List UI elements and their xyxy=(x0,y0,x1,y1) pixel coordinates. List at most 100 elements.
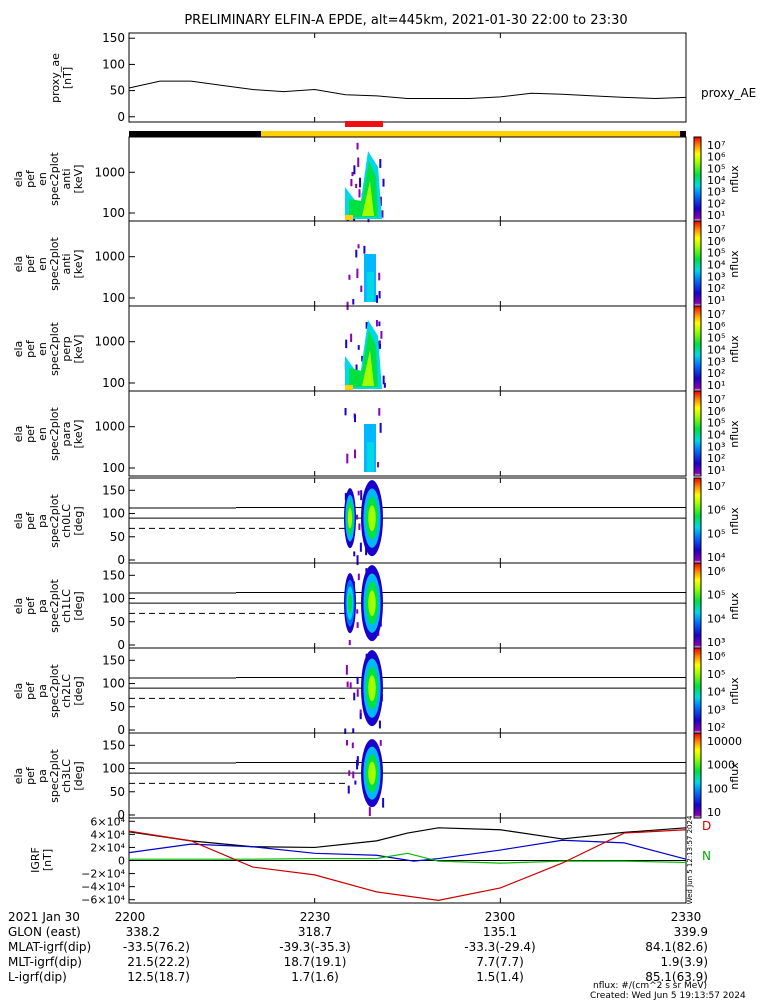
panel-pa1-ytick-label-1: 100 xyxy=(102,592,125,606)
panel-pa0-ytick-label-0: 150 xyxy=(102,483,125,497)
panel-en_perp-ylabel-line-3: spec2plot xyxy=(48,322,61,376)
panel-en_para-speckle-6 xyxy=(379,422,382,433)
panel-pa0-cbar-tick-3: 10⁴ xyxy=(707,551,726,564)
panel-en_omni-colorbar xyxy=(693,220,702,307)
panel-en_omni-ylabel-line-1: pef xyxy=(24,254,37,273)
ae-ytick-label-2: 50 xyxy=(110,84,125,98)
igrf-series-D xyxy=(128,827,687,849)
panel-en_perp-speckle-8 xyxy=(378,321,381,327)
panel-pa1-ytick-label-0: 150 xyxy=(102,568,125,582)
panel-pa1-ylabel-line-0: ela xyxy=(12,598,25,615)
panel-pa0-cbar-tick-0: 10⁷ xyxy=(707,480,725,493)
panel-pa0-cbar-label: nflux xyxy=(728,507,741,535)
panel-en_anti-speckle-9 xyxy=(356,142,359,150)
panel-pa0-ylabel-line-0: ela xyxy=(12,513,25,530)
panel-en_para-speckle-8 xyxy=(346,453,349,464)
panel-pa1-speckle-11 xyxy=(356,622,359,628)
panel-pa2-speckle-4 xyxy=(378,720,381,729)
panel-en_anti-speckle-3 xyxy=(358,189,361,198)
panel-en_perp-burst-peak xyxy=(345,385,353,390)
panel-en_anti-ylabel: ela pef en spec2plot anti [keV] xyxy=(12,152,85,206)
panel-pa2-speckle-15 xyxy=(344,728,347,734)
ae-series-name: proxy_AE xyxy=(701,86,756,100)
igrf-legend-N: N xyxy=(702,849,711,863)
panel-pa2-speckle-0 xyxy=(346,681,349,688)
igrf-ytick-label-2: 2×10⁴ xyxy=(90,841,125,854)
panel-en_para-ylabel: ela pef en spec2plot para [keV] xyxy=(12,407,85,461)
panel-en_para-ylabel-line-2: en xyxy=(36,427,49,441)
panel-pa3-ytick-label-0: 150 xyxy=(102,738,125,752)
panel-en_perp-ylabel-line-5: [keV] xyxy=(72,335,85,364)
footer-r3-c4: 1.9(3.9) xyxy=(660,955,708,969)
panel-en_omni-speckle-3 xyxy=(378,272,381,281)
panel-en_omni-frame xyxy=(128,220,687,307)
panel-en_anti-ylabel-line-5: [keV] xyxy=(72,165,85,194)
panel-pa3-speckle-14 xyxy=(352,771,355,779)
panel-en_para-speckle-9 xyxy=(377,461,380,468)
panel-en_anti-speckle-17 xyxy=(351,171,354,177)
panel-en_omni-speckle-12 xyxy=(356,268,359,279)
panel-pa0-ylabel-line-4: ch0LC xyxy=(60,504,73,538)
igrf-series-H xyxy=(128,829,687,901)
footer-r1-label: GLON (east) xyxy=(8,925,81,939)
panel-pa3-frame xyxy=(128,732,687,819)
panel-pa3-speckle-8 xyxy=(382,797,385,808)
panel-en_omni-ytick-label-1: 100 xyxy=(102,291,125,305)
panel-pa0-speckle-7 xyxy=(365,545,368,556)
panel-pa3-speckle-7 xyxy=(368,807,371,817)
panel-en_omni-cbar-tick-3: 10⁴ xyxy=(707,259,726,272)
panel-pa1-ytick-label-2: 50 xyxy=(110,615,125,629)
footer-r1-c4: 339.9 xyxy=(674,925,708,939)
panel-en_perp-speckle-4 xyxy=(382,375,385,385)
panel-pa3-ylabel-line-5: [deg] xyxy=(72,761,85,790)
igrf-ytick-label-5: −4×10⁴ xyxy=(81,881,125,894)
panel-pa3-cbar-label: nflux xyxy=(728,762,741,790)
panel-en_perp-cbar-tick-2: 10⁵ xyxy=(707,332,725,345)
units-note: nflux: #/(cm^2 s sr MeV) xyxy=(593,981,707,991)
status-bar-day xyxy=(261,131,686,137)
panel-en_anti-ytick-label-1: 100 xyxy=(102,206,125,220)
figure-title: PRELIMINARY ELFIN-A EPDE, alt=445km, 202… xyxy=(184,13,627,28)
panel-en_para-speckle-4 xyxy=(354,414,357,423)
panel-en_perp-ytick-label-0: 1000 xyxy=(94,335,125,349)
panel-en_anti-speckle-5 xyxy=(353,165,356,175)
panel-en_omni-speckle-13 xyxy=(355,249,358,258)
panel-pa2-ylabel-line-2: pa xyxy=(36,684,49,698)
footer-r4-label: L-igrf(dip) xyxy=(8,970,67,984)
igrf-ytick-label-6: −6×10⁴ xyxy=(81,894,125,907)
panel-en_anti-speckle-0 xyxy=(357,157,360,168)
panel-en_perp-burst-core xyxy=(352,350,374,386)
panel-en_omni-ylabel-line-5: [keV] xyxy=(72,250,85,279)
footer-r0-c4: 2330 xyxy=(671,910,702,924)
panel-en_para-cbar-tick-4: 10³ xyxy=(707,440,725,453)
panel-pa3-cbar-tick-0: 10000 xyxy=(707,735,742,748)
panel-pa1-speckle-15 xyxy=(348,639,351,646)
panel-en_para-ytick-label-1: 100 xyxy=(102,461,125,475)
panel-en_omni-ylabel: ela pef en spec2plot anti [keV] xyxy=(12,237,85,291)
footer-r1-c3: 135.1 xyxy=(483,925,517,939)
panel-pa3-speckle-12 xyxy=(347,785,350,794)
panel-pa0-ylabel: ela pef pa spec2plot ch0LC [deg] xyxy=(12,494,85,548)
panel-pa0-frame xyxy=(128,477,687,564)
panel-en_omni-cbar-tick-5: 10² xyxy=(707,282,725,295)
panel-pa2-ylabel-line-3: spec2plot xyxy=(48,664,61,718)
panel-en_anti-speckle-18 xyxy=(382,178,385,187)
panel-en_perp-frame xyxy=(128,305,687,392)
panel-en_omni-speckle-4 xyxy=(378,291,381,299)
panel-en_para-frame xyxy=(128,390,687,477)
panel-en_perp-ylabel-line-4: perp xyxy=(60,336,73,361)
panel-en_perp-ylabel: ela pef en spec2plot perp [keV] xyxy=(12,322,85,376)
igrf-ytick-label-3: 0 xyxy=(118,855,125,868)
igrf-vertical-timestamp: Wed Jun 5 12:13:57 2024 xyxy=(686,815,694,904)
panel-en_omni-ylabel-line-3: spec2plot xyxy=(48,237,61,291)
panel-pa2-speckle-2 xyxy=(352,728,355,734)
panel-pa0-blob-b-ring-3 xyxy=(368,505,376,532)
panel-en_perp-cbar-label: nflux xyxy=(728,335,741,363)
panel-en_perp-speckle-16 xyxy=(345,339,348,349)
panel-pa2-cbar-tick-4: 10² xyxy=(707,721,725,734)
panel-pa3-speckle-11 xyxy=(356,756,359,766)
